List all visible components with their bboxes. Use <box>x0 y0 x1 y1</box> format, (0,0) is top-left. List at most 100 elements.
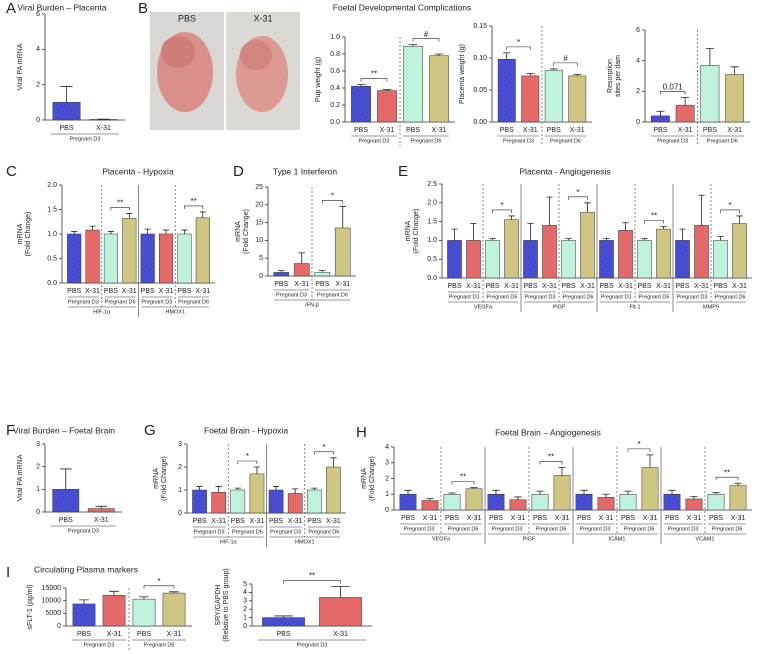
significance-bracket <box>660 91 686 95</box>
x-tick-label: X-31 <box>580 283 595 290</box>
significance-bracket <box>715 476 739 481</box>
error-bar <box>139 596 149 600</box>
bar <box>399 494 417 511</box>
bar <box>618 229 633 279</box>
error-bar <box>717 236 724 241</box>
gene-label: HMOX1 <box>295 539 315 545</box>
bar <box>656 228 671 279</box>
error-bar <box>646 454 654 468</box>
y-tick-label: 0.00 <box>473 119 487 126</box>
y-tick-label: 0.0 <box>427 275 437 282</box>
group-label: Pregnant D3 <box>68 299 99 305</box>
bar <box>700 65 720 123</box>
y-tick-label: 1.0 <box>47 231 57 238</box>
bar-chart: Placenta weight (g) 0.00 0.05 0.10 0.15 PBS X-… <box>459 23 592 146</box>
error-bar <box>549 68 558 71</box>
error-bar <box>624 490 632 495</box>
error-bar <box>470 223 477 241</box>
group-label: Pregnant D3 <box>84 642 115 648</box>
group-label: Pregnant D6 <box>411 138 442 144</box>
x-tick-label: X-31 <box>694 283 709 290</box>
error-bar <box>508 215 515 220</box>
pup-head <box>161 36 195 68</box>
y-tick-label: 1.5 <box>427 218 437 225</box>
y-axis-label: (Fold Change) <box>161 456 168 501</box>
significance-label: ** <box>309 572 315 581</box>
gene-label: HMOX1 <box>165 309 185 315</box>
y-tick-label: 0 <box>636 119 640 126</box>
bar <box>177 233 192 284</box>
x-tick-label: X-31 <box>727 127 742 134</box>
error-bar <box>109 590 119 596</box>
x-tick-label: PBS <box>274 281 288 288</box>
significance-label: # <box>424 30 429 39</box>
bar <box>568 75 587 123</box>
panel-letter: F <box>6 422 15 439</box>
panel-letter: I <box>6 564 10 581</box>
error-bar <box>730 66 739 75</box>
bar <box>319 597 362 627</box>
y-tick-label: 0 <box>36 509 40 516</box>
bar <box>67 233 82 284</box>
group-label: Pregnant D6 <box>707 138 738 144</box>
y-tick-label: 3 <box>243 598 247 605</box>
gene-label: IFN-β <box>305 302 319 308</box>
error-bar <box>526 72 535 76</box>
group-label: Pregnant D6 <box>232 529 263 535</box>
bar <box>732 223 747 279</box>
x-tick-label: X-31 <box>122 288 137 295</box>
x-tick-label: PBS <box>447 283 461 290</box>
y-axis-label: SRY/GAPDH <box>215 584 222 625</box>
group-label: Pregnant D6 <box>550 138 581 144</box>
error-bar <box>584 202 591 213</box>
error-bar <box>95 505 108 509</box>
bar <box>465 488 483 511</box>
significance-label: ** <box>371 70 377 79</box>
y-axis-label: (Fold Change) <box>25 212 32 257</box>
x-tick-label: PBS <box>354 127 368 134</box>
group-label: Pregnant D3 <box>449 294 480 300</box>
bar <box>641 467 659 511</box>
error-bar <box>311 487 318 490</box>
y-tick-label: 2 <box>243 606 247 613</box>
bar-chart: D Type 1 Interferon mRNA (Fold Change) 0 5 10 1… <box>233 163 356 308</box>
x-tick-label: PBS <box>406 127 420 134</box>
error-bar <box>234 487 241 490</box>
bar <box>72 603 96 627</box>
bar <box>544 69 563 123</box>
photo: PBS X-31 <box>150 12 300 130</box>
error-bar <box>408 44 418 47</box>
y-tick-label: 20 <box>255 202 263 209</box>
bar <box>268 489 284 514</box>
error-bar <box>565 238 572 241</box>
significance-label: * <box>576 188 579 197</box>
bar <box>675 240 690 279</box>
x-tick-label: X-31 <box>333 631 348 638</box>
y-tick-label: 4 <box>36 46 40 53</box>
panel-letter: E <box>398 163 408 180</box>
x-tick-label: PBS <box>269 518 283 525</box>
x-tick-label: X-31 <box>423 515 438 522</box>
bar <box>487 494 505 511</box>
error-bar <box>536 490 544 495</box>
x-tick-label: X-31 <box>656 283 671 290</box>
bar <box>713 240 728 279</box>
y-axis-label: mRNA <box>235 221 242 242</box>
significance-bracket <box>644 220 664 224</box>
bar <box>85 229 100 284</box>
group-label: Pregnant D3 <box>194 529 225 535</box>
y-axis-label: mRNA <box>405 220 412 241</box>
bar <box>293 263 310 277</box>
group-label: Pregnant D6 <box>317 292 348 298</box>
error-bar <box>527 223 534 241</box>
y-tick-label: 0 <box>259 273 263 280</box>
x-tick-label: PBS <box>77 631 91 638</box>
y-tick-label: 0.2 <box>330 102 340 109</box>
group-label: Pregnant D6 <box>308 529 339 535</box>
group-label: Pregnant D3 <box>359 138 390 144</box>
x-tick-label: PBS <box>547 127 561 134</box>
x-tick-label: PBS <box>276 631 290 638</box>
group-label: Pregnant D3 <box>503 138 534 144</box>
error-bar <box>656 110 665 116</box>
bar <box>580 211 595 279</box>
